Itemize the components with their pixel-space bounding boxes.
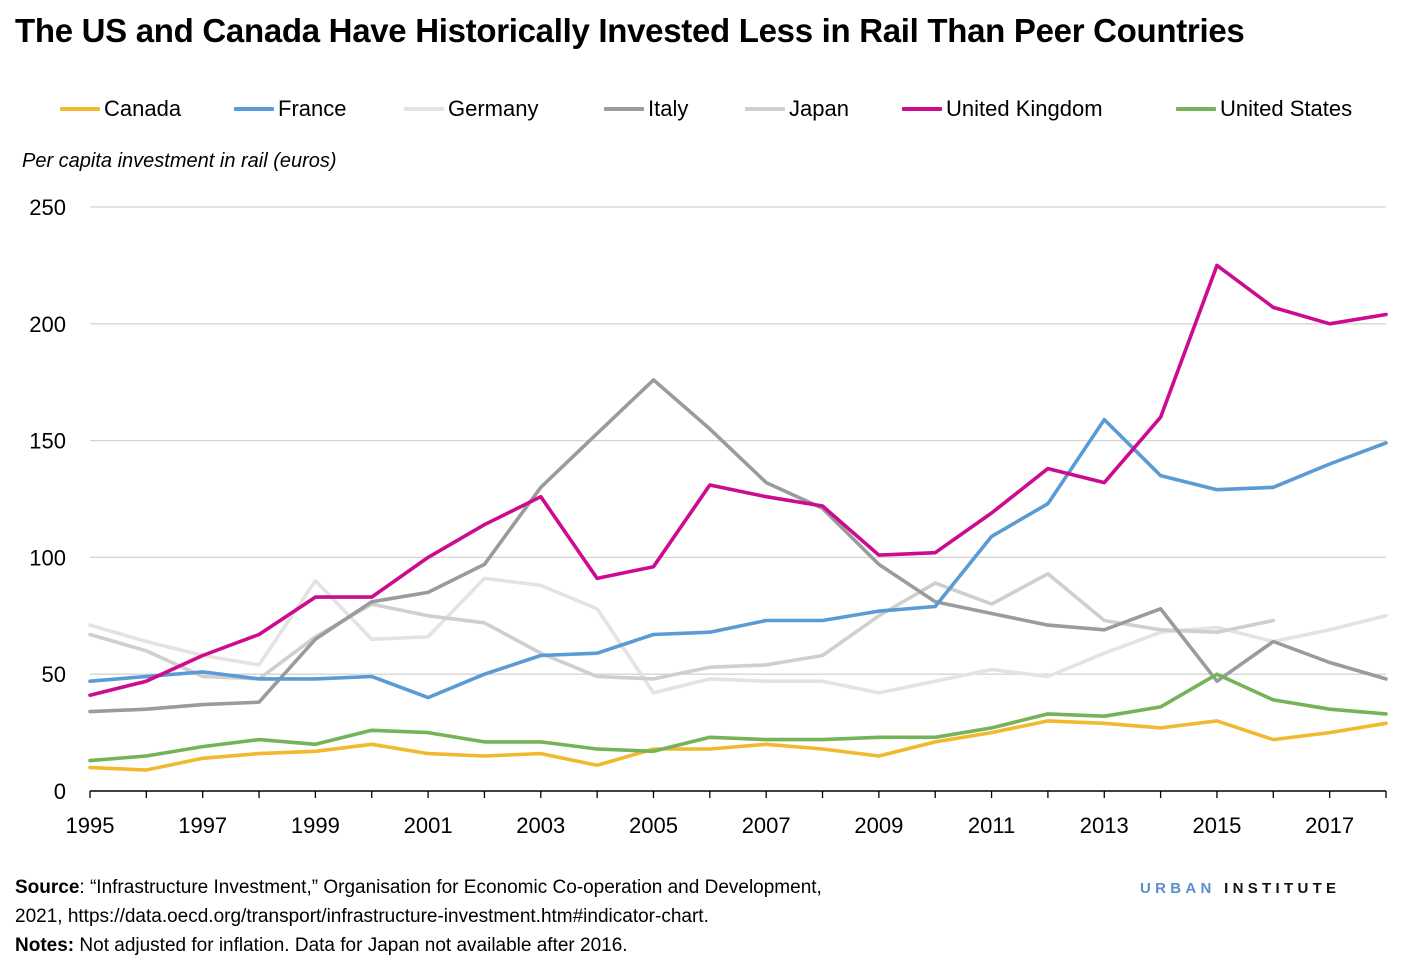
source-line: Source: “Infrastructure Investment,” Org… [15, 873, 822, 902]
legend-swatch [404, 107, 444, 111]
legend-item-germany: Germany [404, 92, 538, 126]
chart-title: The US and Canada Have Historically Inve… [15, 12, 1245, 49]
legend-item-italy: Italy [604, 92, 688, 126]
series-line-italy [88, 378, 1388, 714]
legend-swatch [902, 107, 942, 111]
legend-label: Italy [648, 96, 689, 121]
series-line-japan [88, 572, 1276, 681]
source-text: : “Infrastructure Investment,” Organisat… [79, 877, 822, 898]
brand-logo-institute: INSTITUTE [1224, 880, 1341, 897]
x-tick-label: 2003 [516, 813, 565, 838]
y-tick-label: 200 [29, 312, 66, 337]
series-line-united-states [88, 672, 1388, 763]
y-tick-label: 0 [54, 779, 66, 804]
legend-item-japan: Japan [745, 92, 849, 126]
source-label: Source [15, 877, 80, 898]
legend-label: Japan [789, 96, 849, 121]
series-line-united-kingdom [88, 263, 1388, 697]
chart-footer: Source: “Infrastructure Investment,” Org… [15, 873, 822, 960]
x-tick-label: 1999 [291, 813, 340, 838]
x-tick-label: 1995 [66, 813, 115, 838]
source-line-2: 2021, https://data.oecd.org/transport/in… [15, 906, 709, 927]
legend-label: Canada [104, 96, 182, 121]
series-line-canada [88, 719, 1388, 772]
legend-label: United Kingdom [946, 96, 1103, 121]
x-tick-label: 2013 [1080, 813, 1129, 838]
legend-item-canada: Canada [60, 92, 181, 126]
legend-item-france: France [234, 92, 346, 126]
y-tick-label: 50 [42, 662, 66, 687]
notes-line: Notes: Not adjusted for inflation. Data … [15, 931, 822, 960]
notes-text: Not adjusted for inflation. Data for Jap… [74, 935, 628, 956]
legend-swatch [60, 107, 100, 111]
y-tick-label: 100 [29, 545, 66, 570]
x-tick-label: 2007 [742, 813, 791, 838]
legend-swatch [1176, 107, 1216, 111]
legend-swatch [604, 107, 644, 111]
chart-legend: Canada France Germany Italy Japan United King… [0, 92, 1400, 126]
y-axis-label: Per capita investment in rail (euros) [22, 150, 337, 172]
legend-swatch [234, 107, 274, 111]
legend-item-united-kingdom: United Kingdom [902, 92, 1103, 126]
x-tick-label: 2017 [1305, 813, 1354, 838]
y-tick-label: 150 [29, 429, 66, 454]
brand-logo: URBAN INSTITUTE [1140, 880, 1340, 897]
x-tick-label: 2015 [1192, 813, 1241, 838]
series-line-france [88, 417, 1388, 700]
legend-swatch [745, 107, 785, 111]
legend-label: Germany [448, 96, 539, 121]
x-tick-label: 2001 [404, 813, 453, 838]
line-chart: 0 50 100 150 200 250 1995 1997 1999 2001 2003 2005 2… [29, 195, 1388, 838]
y-tick-label: 250 [29, 195, 66, 220]
notes-label: Notes: [15, 935, 75, 956]
x-tick-label: 2005 [629, 813, 678, 838]
x-tick-label: 1997 [178, 813, 227, 838]
brand-logo-urban: URBAN [1140, 880, 1216, 897]
legend-label: United States [1220, 96, 1353, 121]
legend-label: France [278, 96, 347, 121]
legend-item-united-states: United States [1176, 92, 1352, 126]
x-tick-label: 2009 [854, 813, 903, 838]
x-tick-label: 2011 [968, 813, 1015, 838]
